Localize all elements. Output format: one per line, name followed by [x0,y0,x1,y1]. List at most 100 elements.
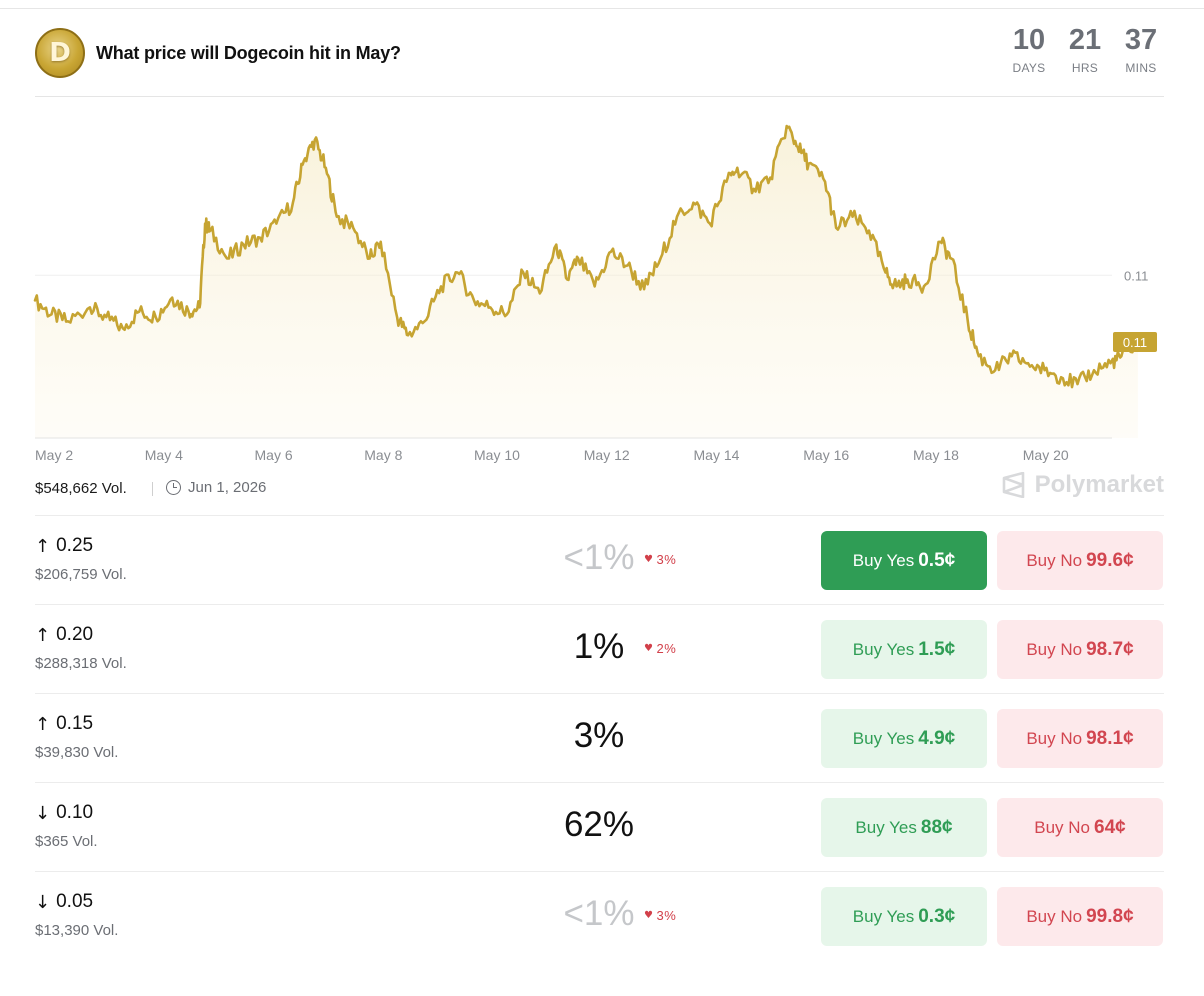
total-volume: $548,662 Vol. [35,480,127,497]
outcome-row[interactable]: ↓ 0.05 $13,390 Vol. <1% ♥ 3% Buy Yes 0.3… [35,871,1164,960]
clock-icon [166,480,181,495]
countdown-hours-value: 21 [1068,24,1102,56]
buy-no-price: 99.6¢ [1086,549,1134,571]
buy-yes-price: 88¢ [920,816,953,838]
top-border [0,8,1204,9]
outcome-chance: <1% [563,538,635,577]
buy-no-label: Buy No [1026,550,1083,570]
buy-yes-price: 0.5¢ [918,549,956,571]
x-tick-label: May 14 [694,447,740,463]
x-tick-label: May 18 [913,447,959,463]
market-header: D What price will Dogecoin hit in May? 1… [35,24,1164,80]
countdown-mins: 37 MINS [1124,23,1158,75]
end-date: Jun 1, 2026 [166,479,266,496]
outcome-row[interactable]: ↓ 0.10 $365 Vol. 62% Buy Yes 88¢ Buy No … [35,782,1164,871]
buy-yes-button[interactable]: Buy Yes 0.3¢ [821,887,987,946]
buy-no-button[interactable]: Buy No 98.1¢ [997,709,1163,768]
chance-change-value: 3% [656,552,677,567]
polymarket-brand[interactable]: Polymarket [1001,471,1164,499]
buy-no-label: Buy No [1034,817,1091,837]
price-area [35,126,1138,438]
buy-yes-price: 1.5¢ [918,638,956,660]
outcome-label: ↑ 0.20 [35,624,93,646]
buy-yes-price: 4.9¢ [918,727,956,749]
countdown-days: 10 DAYS [1012,23,1046,75]
outcome-chance: 3% [573,716,625,755]
buy-no-price: 99.8¢ [1086,905,1134,927]
current-price-tag: 0.11 [1113,332,1157,352]
down-triangle-icon: ♥ [644,643,654,654]
buy-yes-label: Buy Yes [852,906,915,926]
x-tick-label: May 12 [584,447,630,463]
outcome-volume: $39,830 Vol. [35,744,119,761]
polymarket-wordmark: Polymarket [1034,471,1164,498]
outcome-chance: <1% [563,894,635,933]
buy-yes-button[interactable]: Buy Yes 4.9¢ [821,709,987,768]
outcome-target: 0.25 [56,535,94,556]
outcome-volume: $288,318 Vol. [35,655,127,672]
end-date-text: Jun 1, 2026 [188,479,267,496]
buy-yes-label: Buy Yes [852,639,915,659]
price-chart[interactable]: May 2 May 4 May 6 May 8 May 10 May 12 May 14 Ma… [0,96,1204,471]
meta-separator [152,482,153,496]
market-title: What price will Dogecoin hit in May? [96,43,401,63]
countdown-hours: 21 HRS [1068,23,1102,75]
buy-no-button[interactable]: Buy No 99.6¢ [997,531,1163,590]
outcome-chance: 62% [563,805,635,844]
arrow-up-icon: ↑ [35,713,51,735]
buy-no-price: 64¢ [1094,816,1126,838]
x-tick-label: May 10 [474,447,520,463]
outcome-list: ↑ 0.25 $206,759 Vol. <1% ♥ 3% Buy Yes 0.… [35,515,1164,960]
outcome-row[interactable]: ↑ 0.15 $39,830 Vol. 3% Buy Yes 4.9¢ Buy … [35,693,1164,782]
outcome-row[interactable]: ↑ 0.20 $288,318 Vol. 1% ♥ 2% Buy Yes 1.5… [35,604,1164,693]
outcome-volume: $13,390 Vol. [35,922,119,939]
outcome-target: 0.20 [56,624,94,645]
buy-no-label: Buy No [1026,906,1083,926]
outcome-label: ↓ 0.05 [35,891,93,913]
buy-yes-button[interactable]: Buy Yes 88¢ [821,798,987,857]
price-line [33,124,1140,389]
chance-change-value: 2% [656,641,677,656]
buy-yes-label: Buy Yes [852,728,915,748]
buy-no-label: Buy No [1026,639,1083,659]
chance-change: ♥ 3% [644,908,676,923]
chance-change: ♥ 3% [644,552,676,567]
x-tick-label: May 6 [255,447,293,463]
dogecoin-logo-icon: D [35,28,85,78]
buy-yes-label: Buy Yes [855,817,917,837]
outcome-label: ↓ 0.10 [35,802,93,824]
buy-yes-button[interactable]: Buy Yes 1.5¢ [821,620,987,679]
countdown: 10 DAYS 21 HRS 37 MINS [1012,23,1158,75]
buy-yes-button[interactable]: Buy Yes 0.5¢ [821,531,987,590]
down-triangle-icon: ♥ [644,910,654,921]
outcome-target: 0.05 [56,891,94,912]
buy-no-button[interactable]: Buy No 64¢ [997,798,1163,857]
buy-yes-price: 0.3¢ [918,905,956,927]
x-tick-label: May 2 [35,447,73,463]
outcome-chance: 1% [573,627,625,666]
market-meta: $548,662 Vol. Jun 1, 2026 Polymarket [35,471,1164,500]
buy-no-price: 98.7¢ [1086,638,1134,660]
outcome-volume: $206,759 Vol. [35,566,127,583]
y-tick-label: 0.11 [1124,268,1148,283]
outcome-target: 0.10 [56,802,94,823]
logo-letter: D [49,38,71,68]
buy-no-label: Buy No [1026,728,1083,748]
polymarket-logo-icon [1002,472,1024,498]
buy-no-button[interactable]: Buy No 99.8¢ [997,887,1163,946]
x-tick-label: May 20 [1023,447,1069,463]
countdown-days-label: DAYS [1012,61,1046,75]
outcome-volume: $365 Vol. [35,833,98,850]
price-chart-svg[interactable]: May 2 May 4 May 6 May 8 May 10 May 12 May 14 Ma… [0,96,1204,471]
arrow-up-icon: ↑ [35,624,51,646]
outcome-row[interactable]: ↑ 0.25 $206,759 Vol. <1% ♥ 3% Buy Yes 0.… [35,515,1164,604]
outcome-label: ↑ 0.25 [35,535,93,557]
chance-change-value: 3% [656,908,677,923]
x-tick-label: May 4 [145,447,183,463]
outcome-target: 0.15 [56,713,94,734]
buy-yes-label: Buy Yes [852,550,915,570]
countdown-hours-label: HRS [1071,61,1099,75]
buy-no-price: 98.1¢ [1086,727,1134,749]
countdown-mins-value: 37 [1124,24,1158,56]
buy-no-button[interactable]: Buy No 98.7¢ [997,620,1163,679]
